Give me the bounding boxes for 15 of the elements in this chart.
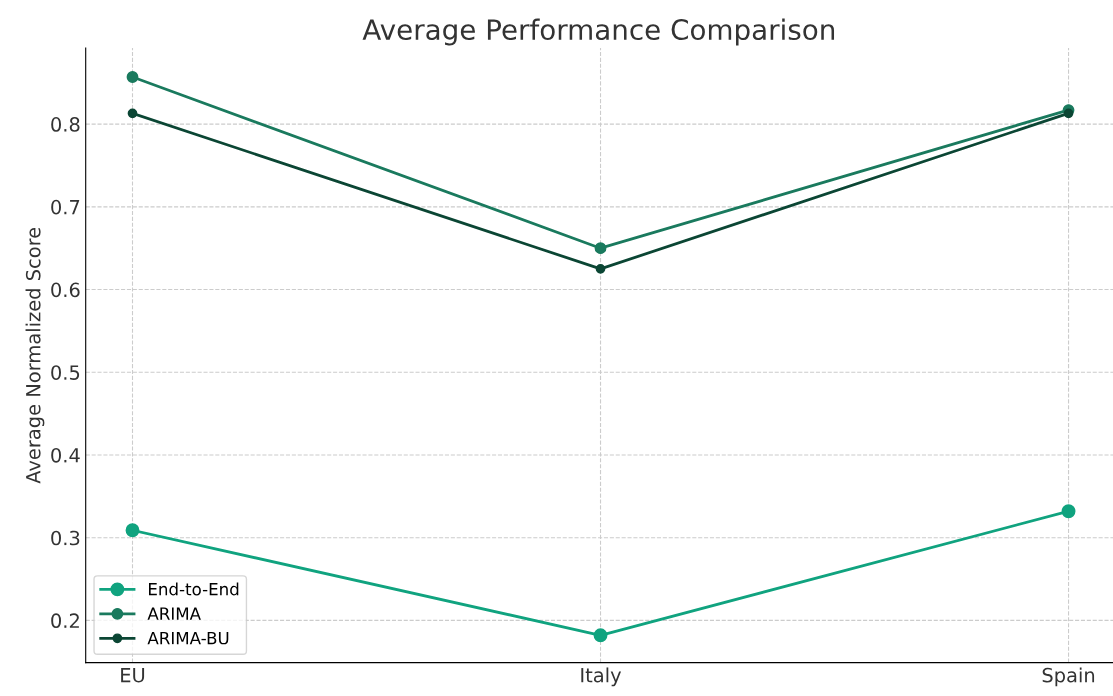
y-tick-label: 0.2: [51, 613, 79, 629]
x-tick-label: Spain: [1042, 667, 1095, 687]
legend-label: ARIMA: [147, 607, 201, 620]
legend-label: ARIMA-BU: [147, 631, 229, 645]
y-axis-title: Average Normalized Score: [25, 227, 45, 484]
y-tick-label: 0.8: [51, 117, 80, 132]
chart-title: Average Performance Comparison: [362, 18, 835, 46]
y-tick-label: 0.7: [51, 199, 80, 215]
y-tick-label: 0.4: [51, 447, 80, 463]
x-tick-label: EU: [121, 668, 145, 683]
y-tick-label: 0.3: [51, 530, 80, 546]
y-tick-label: 0.6: [51, 282, 80, 298]
y-tick-label: 0.5: [51, 365, 80, 380]
x-tick-label: Italy: [581, 667, 622, 687]
legend-label: End-to-End: [149, 582, 239, 596]
